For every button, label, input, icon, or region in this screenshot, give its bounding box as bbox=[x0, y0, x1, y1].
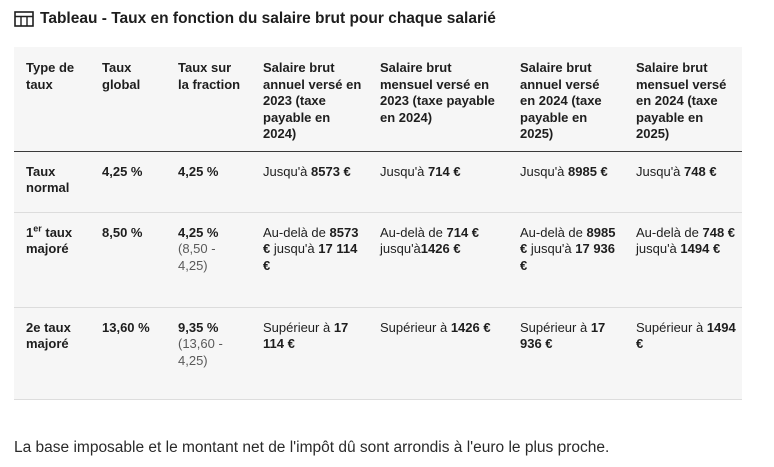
rates-table: Type de taux Taux global Taux sur la fra… bbox=[14, 47, 742, 385]
fraction-rate: 4,25 % (8,50 - 4,25) bbox=[166, 212, 251, 308]
header-monthly-2024: Salaire brut mensuel versé en 2024 (taxe… bbox=[624, 47, 742, 152]
header-row: Type de taux Taux global Taux sur la fra… bbox=[14, 47, 742, 152]
header-type: Type de taux bbox=[14, 47, 90, 152]
table-row: Taux normal 4,25 % 4,25 % Jusqu'à 8573 €… bbox=[14, 151, 742, 213]
global-rate: 4,25 % bbox=[90, 151, 166, 213]
monthly-2023-cell: Supérieur à 1426 € bbox=[380, 319, 491, 335]
monthly-2024-cell: Au-delà de 748 € jusqu'à 1494 € bbox=[624, 212, 742, 308]
header-global-rate: Taux global bbox=[90, 47, 166, 152]
fraction-detail: (8,50 - 4,25) bbox=[178, 241, 216, 273]
rate-type: 1er taux majoré bbox=[14, 212, 90, 308]
annual-2023-cell: Supérieur à 17 114 € bbox=[263, 319, 349, 352]
global-rate: 8,50 % bbox=[90, 212, 166, 308]
rate-type: Taux normal bbox=[14, 151, 90, 213]
table-caption: Tableau - Taux en fonction du salaire br… bbox=[14, 10, 496, 28]
header-fraction-rate: Taux sur la fraction bbox=[166, 47, 251, 152]
caption-text: Tableau - Taux en fonction du salaire br… bbox=[40, 10, 496, 27]
header-monthly-2023: Salaire brut mensuel versé en 2023 (taxe… bbox=[368, 47, 508, 152]
table-icon bbox=[14, 11, 34, 27]
table-row: 2e taux majoré 13,60 % 9,35 % (13,60 - 4,… bbox=[14, 307, 742, 385]
monthly-2024-cell: Jusqu'à 748 € bbox=[624, 151, 742, 213]
rate-type: 2e taux majoré bbox=[26, 319, 71, 352]
header-annual-2024: Salaire brut annuel versé en 2024 (taxe … bbox=[508, 47, 624, 152]
rates-table-container: Type de taux Taux global Taux sur la fra… bbox=[14, 47, 742, 400]
header-annual-2023: Salaire brut annuel versé en 2023 (taxe … bbox=[251, 47, 368, 152]
annual-2024-cell: Jusqu'à 8985 € bbox=[508, 151, 624, 213]
annual-2023-cell: Au-delà de 8573 € jusqu'à 17 114 € bbox=[251, 212, 368, 308]
annual-2024-cell: Au-delà de 8985 € jusqu'à 17 936 € bbox=[508, 212, 624, 308]
monthly-2023-cell: Jusqu'à 714 € bbox=[368, 151, 508, 213]
rounding-note: La base imposable et le montant net de l… bbox=[14, 439, 610, 456]
fraction-detail: (13,60 - 4,25) bbox=[178, 336, 223, 368]
monthly-2024-cell: Supérieur à 1494 € bbox=[636, 319, 736, 352]
annual-2023-cell: Jusqu'à 8573 € bbox=[251, 151, 368, 213]
fraction-rate: 4,25 % bbox=[166, 151, 251, 213]
annual-2024-cell: Supérieur à 17 936 € bbox=[520, 319, 606, 352]
table-row: 1er taux majoré 8,50 % 4,25 % (8,50 - 4,2… bbox=[14, 212, 742, 308]
fraction-rate: 9,35 % (13,60 - 4,25) bbox=[166, 307, 251, 385]
monthly-2023-cell: Au-delà de 714 € jusqu'à1426 € bbox=[368, 212, 508, 308]
global-rate: 13,60 % bbox=[102, 319, 150, 335]
